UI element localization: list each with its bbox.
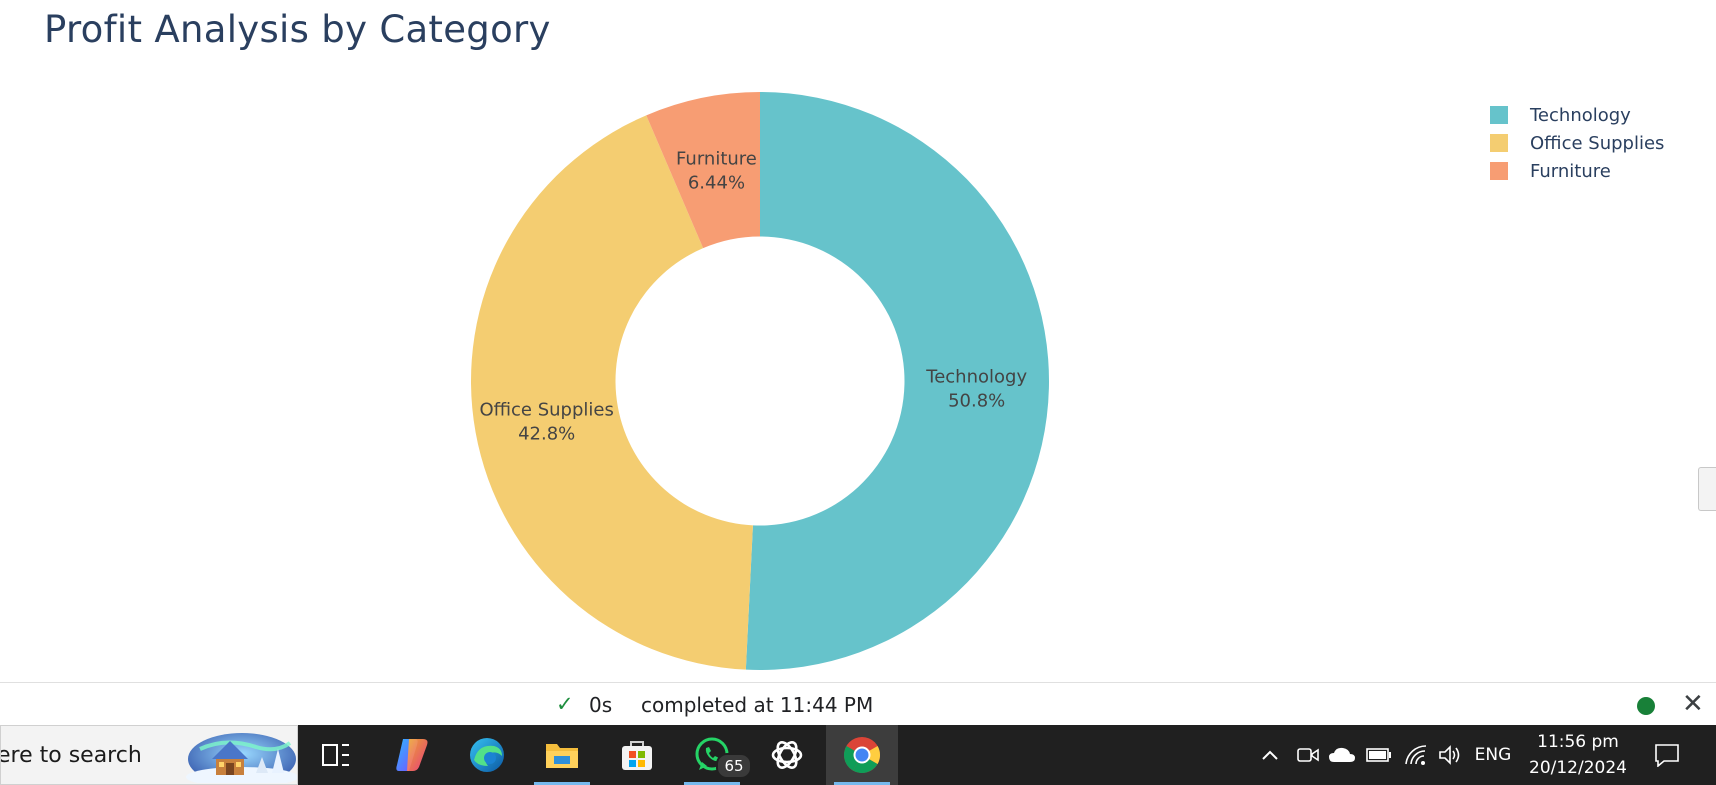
volume-button[interactable] bbox=[1436, 725, 1464, 785]
slice-furniture[interactable] bbox=[646, 92, 760, 249]
chevron-up-icon bbox=[1262, 750, 1278, 760]
notification-center-button[interactable] bbox=[1652, 725, 1682, 785]
onedrive-button[interactable] bbox=[1326, 725, 1358, 785]
legend-swatch-technology bbox=[1490, 106, 1508, 124]
file-explorer-running-indicator bbox=[534, 782, 590, 785]
check-icon: ✓ bbox=[556, 692, 574, 716]
side-panel-handle[interactable] bbox=[1698, 467, 1716, 511]
execution-status-bar: ✓ 0s completed at 11:44 PM ✕ bbox=[0, 682, 1716, 725]
wifi-icon bbox=[1405, 745, 1427, 765]
slice-label-technology: Technology bbox=[925, 366, 1027, 387]
slice-technology[interactable] bbox=[745, 92, 1049, 670]
legend-swatch-furniture bbox=[1490, 162, 1508, 180]
taskbar-search-box[interactable]: ere to search bbox=[0, 725, 298, 785]
slice-office-supplies[interactable] bbox=[470, 115, 753, 670]
meet-now-button[interactable] bbox=[1294, 725, 1322, 785]
file-explorer-icon bbox=[546, 744, 578, 768]
slice-label-furniture: Furniture bbox=[676, 149, 757, 170]
clock-time: 11:56 pm bbox=[1537, 732, 1619, 752]
donut-chart: Technology 50.8% Office Supplies 42.8% Furni… bbox=[470, 92, 1049, 670]
close-icon[interactable]: ✕ bbox=[1682, 689, 1704, 719]
whatsapp-unread-badge: 65 bbox=[716, 753, 752, 779]
file-explorer-button[interactable] bbox=[526, 725, 598, 785]
legend-label-technology: Technology bbox=[1530, 104, 1631, 126]
legend-item-office-supplies[interactable]: Office Supplies bbox=[1490, 129, 1664, 157]
whatsapp-running-indicator bbox=[684, 782, 740, 785]
slice-percent-technology: 50.8% bbox=[948, 390, 1005, 411]
connection-status-dot-icon bbox=[1637, 697, 1655, 715]
search-placeholder: ere to search bbox=[0, 743, 142, 768]
chart-legend: Technology Office Supplies Furniture bbox=[1490, 101, 1664, 185]
cloud-icon bbox=[1329, 747, 1355, 762]
slice-percent-furniture: 6.44% bbox=[688, 173, 745, 194]
legend-swatch-office-supplies bbox=[1490, 134, 1508, 152]
meet-now-icon bbox=[1297, 748, 1319, 762]
notification-icon bbox=[1655, 744, 1679, 767]
volume-icon bbox=[1439, 745, 1460, 765]
chrome-icon bbox=[843, 737, 881, 774]
chatgpt-button[interactable] bbox=[751, 725, 823, 785]
legend-item-furniture[interactable]: Furniture bbox=[1490, 157, 1664, 185]
legend-item-technology[interactable]: Technology bbox=[1490, 101, 1664, 129]
battery-button[interactable] bbox=[1364, 725, 1394, 785]
task-view-button[interactable] bbox=[300, 725, 372, 785]
slice-label-office-supplies: Office Supplies bbox=[479, 399, 613, 420]
clock-date: 20/12/2024 bbox=[1529, 758, 1627, 778]
whatsapp-button[interactable]: 65 bbox=[676, 725, 752, 785]
edge-icon bbox=[470, 738, 504, 772]
legend-label-furniture: Furniture bbox=[1530, 160, 1611, 182]
wifi-button[interactable] bbox=[1402, 725, 1430, 785]
windows-taskbar: ere to search bbox=[0, 725, 1716, 785]
copilot-icon bbox=[396, 739, 428, 771]
microsoft-store-icon bbox=[622, 741, 652, 770]
battery-icon bbox=[1366, 748, 1391, 762]
edge-button[interactable] bbox=[451, 725, 523, 785]
language-text: ENG bbox=[1474, 745, 1512, 765]
microsoft-store-button[interactable] bbox=[601, 725, 673, 785]
copilot-button[interactable] bbox=[376, 725, 448, 785]
execution-duration: 0s bbox=[589, 693, 613, 717]
completion-time-text: completed at 11:44 PM bbox=[641, 693, 874, 717]
chart-title: Profit Analysis by Category bbox=[44, 8, 551, 51]
winter-cabin-search-art bbox=[186, 733, 297, 783]
legend-label-office-supplies: Office Supplies bbox=[1530, 132, 1665, 154]
chrome-running-indicator bbox=[834, 782, 890, 785]
task-view-icon bbox=[322, 744, 349, 766]
language-indicator[interactable]: ENG bbox=[1470, 725, 1516, 785]
slice-percent-office-supplies: 42.8% bbox=[518, 423, 575, 444]
chrome-button[interactable] bbox=[826, 725, 898, 785]
taskbar-clock[interactable]: 11:56 pm 20/12/2024 bbox=[1512, 729, 1644, 781]
show-hidden-icons-button[interactable] bbox=[1256, 725, 1284, 785]
chatgpt-icon bbox=[771, 741, 803, 769]
